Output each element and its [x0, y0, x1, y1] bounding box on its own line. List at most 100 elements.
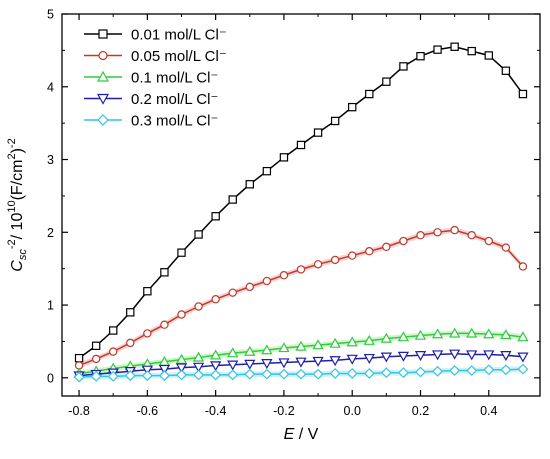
data-point: [467, 230, 476, 240]
data-point: [483, 350, 495, 361]
data-point: [449, 349, 461, 360]
x-tick-label: -0.2: [273, 404, 295, 418]
data-point: [278, 358, 290, 369]
data-point: [143, 287, 152, 296]
data-point: [177, 310, 186, 319]
data-point: [416, 52, 425, 61]
error-bands: [79, 227, 523, 380]
data-point: [261, 368, 273, 380]
data-point: [245, 180, 254, 189]
data-point: [141, 370, 153, 382]
data-point: [244, 359, 256, 370]
data-point: [279, 271, 289, 280]
x-tick-label: -0.8: [68, 404, 90, 418]
data-point: [517, 331, 529, 342]
data-point: [262, 166, 272, 176]
data-point: [466, 327, 478, 338]
data-point: [126, 338, 135, 348]
data-point: [160, 268, 169, 277]
data-point: [109, 347, 118, 356]
data-point: [91, 341, 101, 350]
data-point: [414, 351, 427, 362]
data-point: [210, 349, 222, 360]
data-point: [74, 353, 84, 363]
data-point: [245, 282, 254, 292]
data-point: [466, 350, 478, 361]
x-tick-label: 0.2: [412, 404, 429, 418]
data-point: [227, 369, 239, 381]
series-4: [73, 363, 529, 383]
data-point: [500, 364, 512, 376]
y-title-base: C: [9, 260, 26, 272]
x-axis-title-unit: / V: [294, 426, 318, 443]
x-axis-title-symbol: E: [284, 426, 295, 443]
y-tick-label: 3: [47, 153, 54, 167]
data-point: [484, 236, 493, 246]
legend-label: 0.2 mol/L Cl⁻: [131, 91, 218, 108]
legend-label: 0.05 mol/L Cl⁻: [131, 48, 227, 65]
data-point: [107, 370, 119, 382]
data-point: [296, 140, 306, 150]
data-point: [312, 339, 324, 350]
y-title-sup2: 10: [6, 200, 18, 212]
data-point: [363, 353, 375, 364]
y-title-sup3: 2: [6, 153, 18, 159]
data-point: [126, 308, 135, 317]
series-0: [74, 42, 528, 363]
legend-label: 0.3 mol/L Cl⁻: [131, 113, 218, 130]
data-point: [244, 368, 256, 380]
data-point: [450, 42, 459, 51]
y-axis-title: Csc-2/ 1010(F/cm2)-2: [6, 138, 29, 271]
data-point: [330, 116, 340, 126]
data-point: [90, 370, 102, 382]
legend-marker: [98, 50, 108, 61]
data-point: [500, 329, 512, 340]
data-point: [313, 128, 323, 137]
data-point: [210, 369, 222, 381]
legend-marker: [96, 93, 110, 105]
data-point: [467, 46, 476, 56]
legend-label: 0.1 mol/L Cl⁻: [131, 70, 218, 87]
legend-item-1: 0.05 mol/L Cl⁻: [84, 48, 227, 65]
data-point: [194, 302, 203, 311]
data-point: [346, 354, 358, 365]
data-point: [329, 337, 341, 348]
data-point: [193, 369, 205, 381]
data-point: [312, 356, 324, 367]
data-point: [330, 255, 340, 265]
legend-marker: [96, 70, 110, 82]
data-point: [295, 357, 307, 368]
legend-item-4: 0.3 mol/L Cl⁻: [84, 113, 218, 130]
data-point: [194, 230, 203, 239]
data-point: [431, 328, 444, 339]
data-point: [399, 62, 408, 71]
data-point: [433, 45, 442, 54]
data-point: [380, 367, 392, 379]
data-point: [501, 66, 511, 75]
data-point: [500, 351, 512, 362]
data-point: [365, 89, 374, 99]
data-point: [313, 260, 323, 269]
legend-item-2: 0.1 mol/L Cl⁻: [84, 70, 218, 87]
data-point: [348, 102, 357, 112]
y-title-close: ): [9, 148, 26, 153]
data-point: [175, 353, 188, 364]
data-point: [449, 365, 461, 376]
legend-marker: [97, 114, 109, 126]
data-point: [397, 351, 410, 362]
x-tick-label: 0.4: [480, 404, 497, 418]
data-point: [382, 77, 391, 86]
legend-item-0: 0.01 mol/L Cl⁻: [84, 27, 227, 44]
axis-ticks: -0.8 -0.6 -0.4 -0.2 0.0 0.2 0.4 0 1 2 3 4 5: [47, 8, 540, 418]
data-point: [517, 352, 529, 363]
data-point: [329, 367, 341, 379]
data-point: [192, 351, 205, 362]
y-title-mid: / 10: [9, 213, 26, 240]
error-band-2: [79, 330, 523, 377]
data-point: [380, 332, 392, 343]
data-point: [450, 225, 459, 235]
data-point: [278, 368, 290, 380]
data-point: [158, 370, 170, 382]
series-1: [74, 225, 528, 370]
